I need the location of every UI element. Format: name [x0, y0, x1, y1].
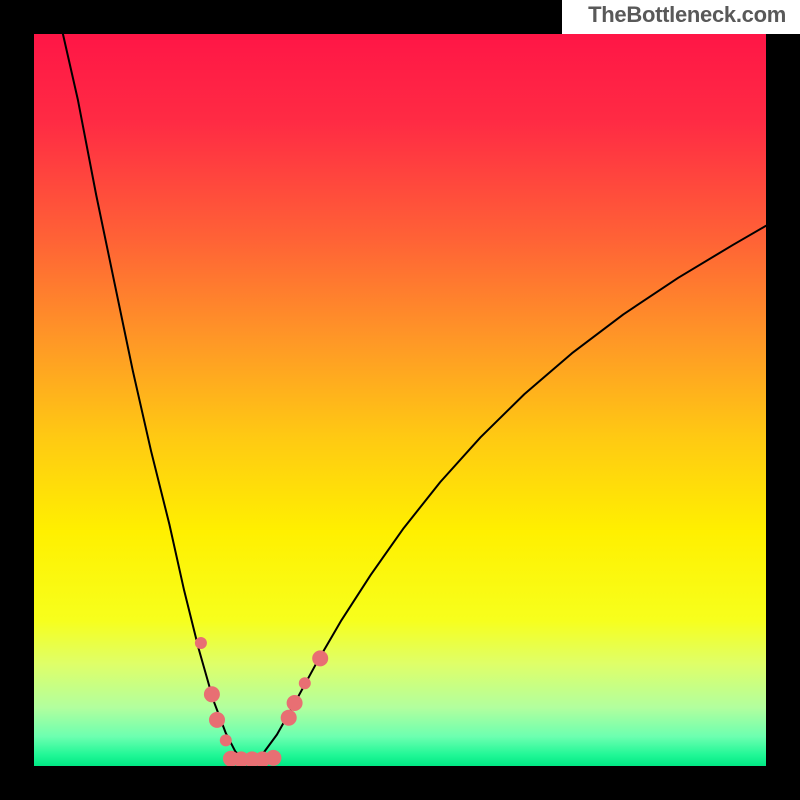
plot-background: [34, 34, 766, 766]
data-marker: [287, 695, 303, 711]
data-marker: [265, 750, 281, 766]
data-marker: [204, 686, 220, 702]
watermark-text: TheBottleneck.com: [588, 2, 786, 28]
data-marker: [195, 637, 207, 649]
bottleneck-chart: [0, 0, 800, 800]
data-marker: [281, 710, 297, 726]
data-marker: [299, 677, 311, 689]
data-marker: [312, 650, 328, 666]
data-marker: [220, 734, 232, 746]
data-marker: [209, 712, 225, 728]
